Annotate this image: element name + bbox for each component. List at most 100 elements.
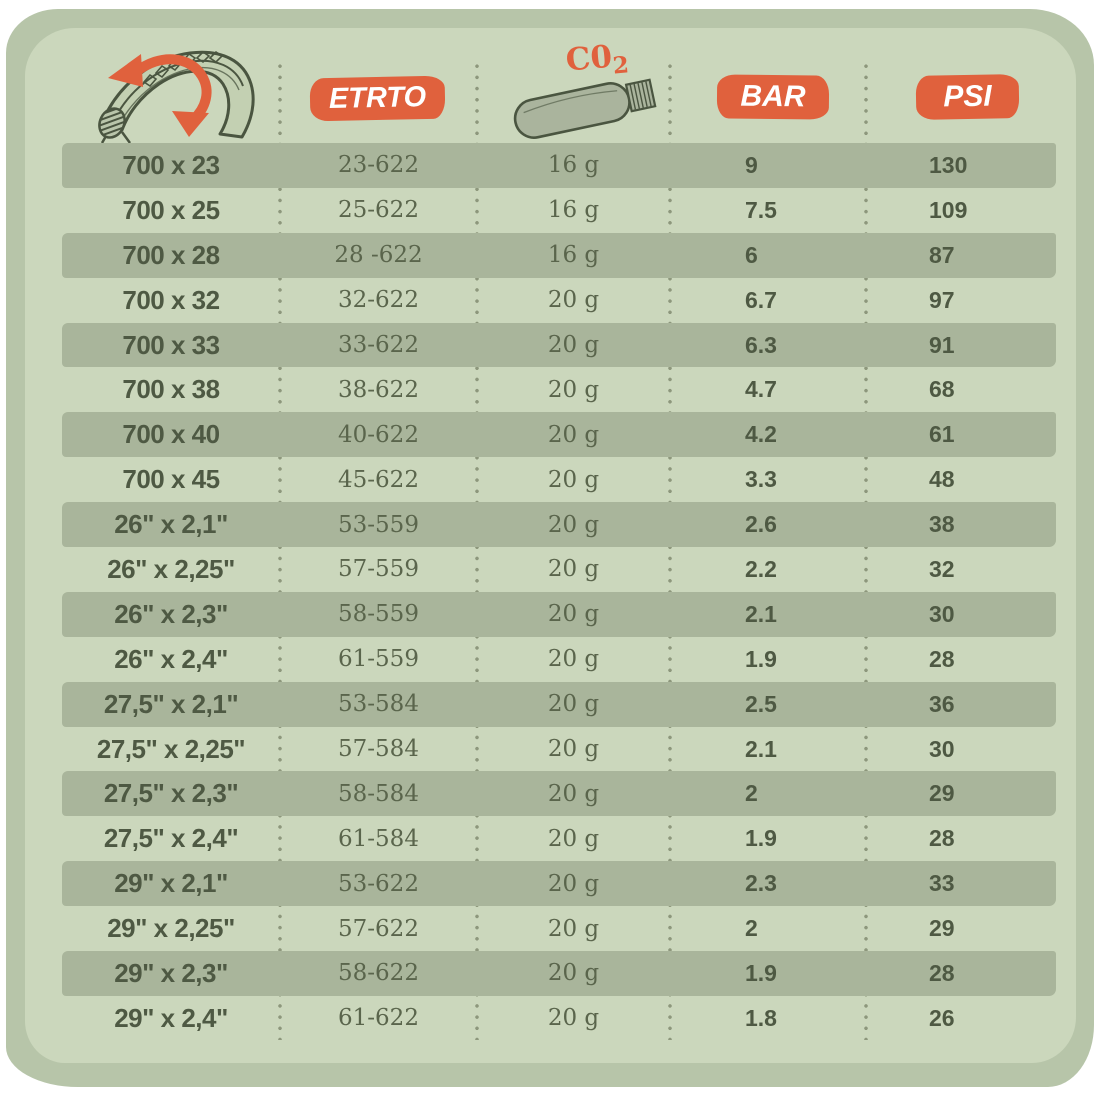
co2-weight-cell: 20 g (547, 601, 600, 628)
etrto-header-badge: ETRTO (309, 75, 446, 122)
psi-cell: 68 (929, 376, 955, 403)
co2-weight-cell: 20 g (547, 287, 600, 314)
co2-weight-cell: 20 g (547, 780, 600, 807)
tire-size-cell: 27,5" x 2,4" (103, 823, 239, 854)
psi-cell: 48 (929, 466, 955, 493)
table-row: 700 x 38 38-622 20 g 4.7 68 (62, 367, 1056, 412)
tire-size-cell: 700 x 23 (122, 149, 220, 180)
co2-weight-cell: 20 g (547, 511, 600, 538)
bar-cell: 6.3 (745, 331, 777, 358)
bar-cell: 2 (745, 915, 758, 942)
etrto-header-label: ETRTO (328, 80, 427, 116)
table-row: 29" x 2,4" 61-622 20 g 1.8 26 (62, 996, 1056, 1041)
psi-cell: 28 (929, 645, 955, 672)
co2-weight-cell: 20 g (547, 1005, 600, 1032)
etrto-cell: 57-622 (338, 915, 419, 942)
psi-cell: 109 (929, 196, 968, 223)
table-row: 29" x 2,3" 58-622 20 g 1.9 28 (62, 951, 1056, 996)
tire-size-cell: 26" x 2,25" (107, 553, 235, 584)
bar-cell: 6 (745, 241, 758, 268)
psi-cell: 91 (929, 331, 955, 358)
tire-size-cell: 700 x 38 (122, 374, 220, 405)
etrto-cell: 28 -622 (334, 242, 423, 269)
etrto-cell: 58-622 (338, 960, 419, 987)
bar-header-badge: BAR (716, 74, 830, 120)
psi-cell: 38 (929, 511, 955, 538)
tire-size-cell: 27,5" x 2,1" (103, 688, 239, 719)
psi-cell: 30 (929, 735, 955, 762)
tire-size-cell: 26" x 2,1" (114, 509, 228, 540)
table-row: 26" x 2,3" 58-559 20 g 2.1 30 (62, 591, 1056, 637)
psi-cell: 130 (929, 151, 968, 178)
table-row: 26" x 2,1" 53-559 20 g 2.6 38 (62, 502, 1056, 548)
bar-cell: 1.9 (745, 825, 777, 852)
psi-cell: 87 (929, 241, 955, 268)
co2-weight-cell: 20 g (547, 960, 600, 987)
psi-cell: 29 (929, 915, 955, 942)
tire-size-cell: 26" x 2,3" (114, 598, 228, 629)
table-row: 27,5" x 2,4" 61-584 20 g 1.9 28 (62, 816, 1056, 861)
bar-cell: 2.3 (745, 870, 777, 897)
etrto-cell: 57-559 (338, 556, 419, 583)
table-row: 29" x 2,1" 53-622 20 g 2.3 33 (62, 861, 1056, 907)
etrto-cell: 23-622 (338, 152, 419, 179)
psi-cell: 33 (929, 870, 955, 897)
bar-cell: 4.7 (745, 376, 777, 403)
psi-cell: 61 (929, 421, 955, 448)
tire-size-cell: 700 x 32 (122, 284, 220, 315)
tire-size-cell: 700 x 33 (122, 329, 220, 360)
bar-cell: 2.1 (745, 600, 777, 627)
psi-cell: 30 (929, 600, 955, 627)
tire-cross-section-icon (98, 50, 255, 144)
tire-size-cell: 27,5" x 2,3" (103, 778, 239, 809)
co2-cartridge-icon (513, 78, 657, 139)
bar-cell: 2.5 (745, 690, 777, 717)
bar-cell: 9 (745, 151, 758, 178)
table-row: 700 x 23 23-622 16 g 9 130 (62, 143, 1056, 188)
tire-size-cell: 27,5" x 2,25" (96, 733, 246, 764)
etrto-cell: 61-584 (338, 825, 419, 852)
co2-weight-cell: 20 g (547, 556, 600, 583)
etrto-cell: 38-622 (338, 376, 419, 403)
table-row: 26" x 2,4" 61-559 20 g 1.9 28 (62, 637, 1056, 682)
co2-weight-cell: 16 g (547, 152, 600, 179)
table-row: 27,5" x 2,1" 53-584 20 g 2.5 36 (62, 681, 1056, 727)
tire-size-cell: 26" x 2,4" (114, 643, 228, 674)
tire-size-cell: 29" x 2,1" (114, 868, 228, 899)
psi-header-badge: PSI (915, 74, 1020, 120)
etrto-cell: 53-584 (338, 691, 419, 718)
table-row: 700 x 33 33-622 20 g 6.3 91 (62, 322, 1056, 368)
co2-weight-cell: 20 g (547, 466, 600, 493)
tire-size-cell: 700 x 40 (122, 419, 220, 450)
co2-weight-cell: 20 g (547, 736, 600, 763)
co2-weight-cell: 20 g (547, 646, 600, 673)
psi-cell: 36 (929, 690, 955, 717)
bar-cell: 7.5 (745, 196, 777, 223)
table-row: 27,5" x 2,25" 57-584 20 g 2.1 30 (62, 727, 1056, 772)
psi-cell: 26 (929, 1004, 955, 1031)
co2-weight-cell: 16 g (547, 197, 600, 224)
table-row: 27,5" x 2,3" 58-584 20 g 2 29 (62, 771, 1056, 817)
etrto-cell: 53-559 (338, 511, 419, 538)
tire-size-cell: 29" x 2,25" (107, 913, 235, 944)
bar-cell: 2.1 (745, 735, 777, 762)
column-divider (475, 64, 479, 1040)
etrto-cell: 61-622 (338, 1005, 419, 1032)
bar-cell: 2 (745, 780, 758, 807)
column-divider (278, 64, 282, 1040)
table-row: 700 x 25 25-622 16 g 7.5 109 (62, 188, 1056, 233)
column-divider (668, 64, 672, 1040)
rotation-arrow-icon (108, 54, 212, 137)
co2-weight-cell: 16 g (547, 242, 600, 269)
tire-size-cell: 700 x 45 (122, 464, 220, 495)
psi-cell: 97 (929, 286, 955, 313)
co2-weight-cell: 20 g (547, 376, 600, 403)
etrto-cell: 58-559 (338, 601, 419, 628)
co2-weight-cell: 20 g (547, 870, 600, 897)
psi-cell: 28 (929, 959, 955, 986)
column-divider (864, 64, 868, 1040)
co2-weight-cell: 20 g (547, 825, 600, 852)
co2-weight-cell: 20 g (547, 332, 600, 358)
table-row: 700 x 28 28 -622 16 g 6 87 (62, 232, 1056, 278)
